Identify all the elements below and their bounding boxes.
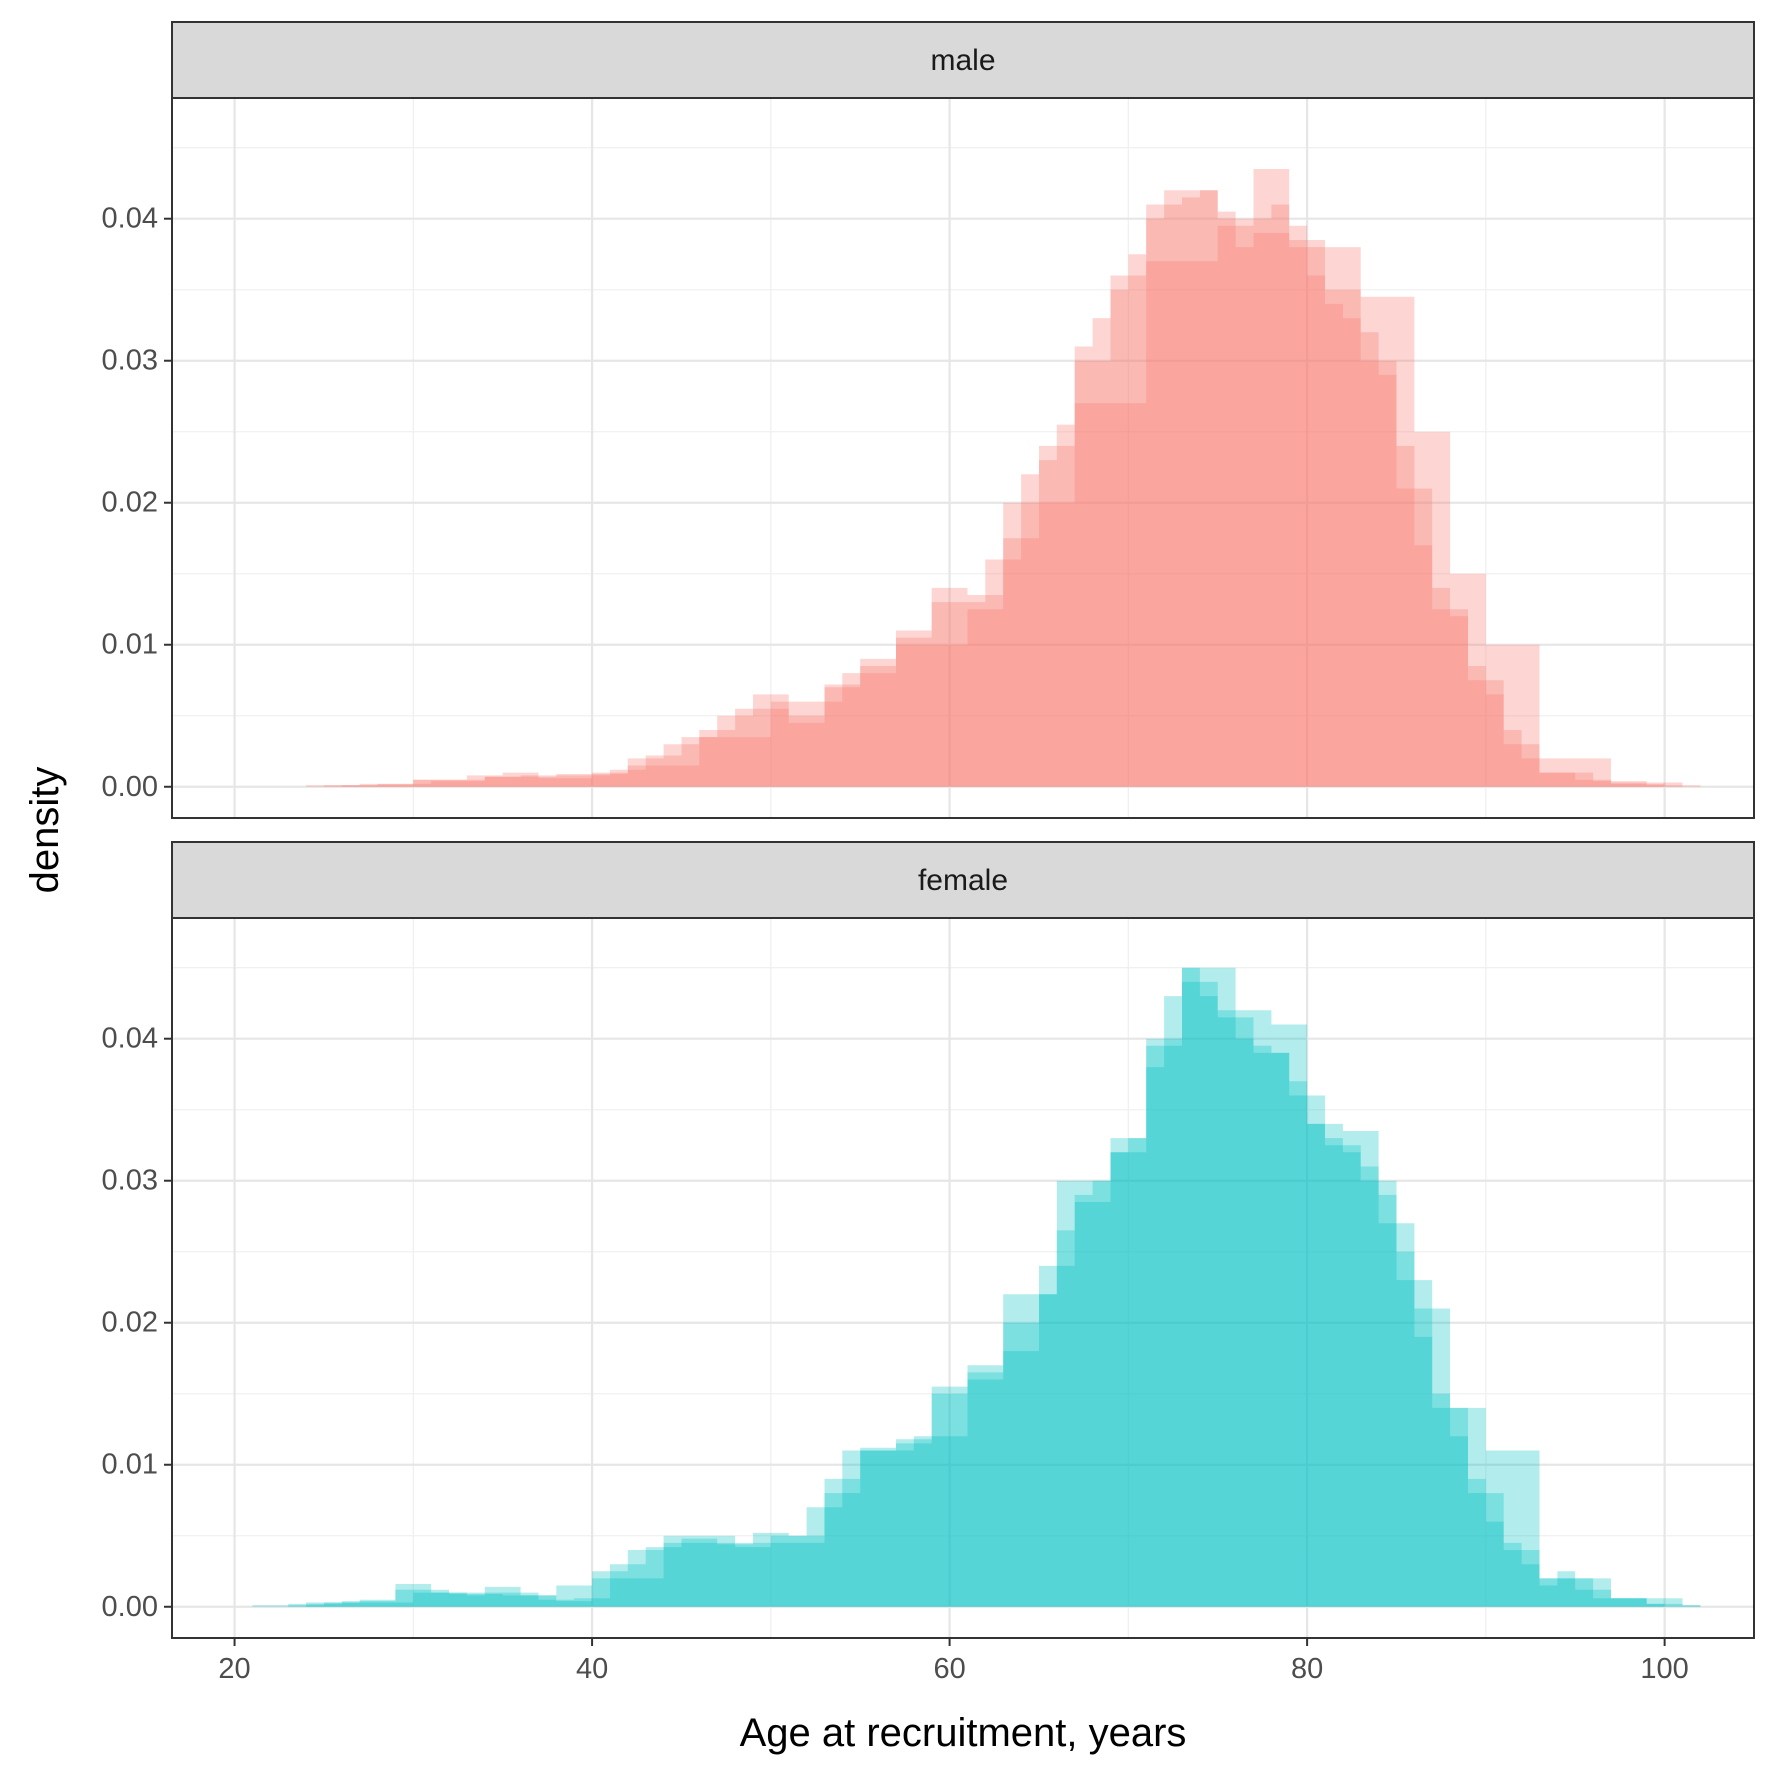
histogram-bars-female	[234, 967, 1701, 1607]
histogram-series-male-2	[323, 190, 1665, 787]
histogram-bars-male	[306, 169, 1701, 787]
panel-border-male	[171, 97, 1755, 819]
y-tick-label: 0.00	[102, 771, 158, 803]
histogram-series-female-2	[288, 981, 1665, 1607]
facet-male: male 0.00 0.01 0.02 0.03 0.04	[102, 21, 1755, 819]
x-tick-label: 60	[933, 1653, 965, 1685]
x-tick-label: 100	[1640, 1653, 1688, 1685]
histogram-series-female-1	[234, 967, 1701, 1607]
x-axis-title: Age at recruitment, years	[740, 1711, 1187, 1755]
x-axis: 20 40 60 80 100	[218, 1638, 1689, 1685]
facet-female: female 0.00 0.01 0.02 0.03 0.04	[102, 841, 1755, 1639]
y-axis-ticks-male: 0.00 0.01 0.02 0.03 0.04	[102, 203, 172, 803]
y-axis-title: density	[23, 767, 67, 894]
y-tick-label: 0.03	[102, 345, 158, 377]
gridlines-male	[172, 98, 1754, 818]
gridlines-female	[172, 918, 1754, 1638]
y-tick-label: 0.04	[102, 1023, 158, 1055]
x-tick-label: 20	[218, 1653, 250, 1685]
y-tick-label: 0.01	[102, 629, 158, 661]
histogram-series-female-3	[252, 967, 1701, 1607]
y-tick-label: 0.02	[102, 1307, 158, 1339]
facet-strip-label-male: male	[930, 44, 995, 77]
y-tick-label: 0.01	[102, 1449, 158, 1481]
facet-strip-label-female: female	[918, 864, 1008, 897]
panel-border-female	[171, 917, 1755, 1639]
x-tick-label: 40	[576, 1653, 608, 1685]
histogram-series-male-1	[306, 190, 1683, 787]
facet-strip-female	[171, 841, 1755, 919]
y-tick-label: 0.03	[102, 1165, 158, 1197]
y-tick-label: 0.00	[102, 1591, 158, 1623]
y-tick-label: 0.02	[102, 487, 158, 519]
y-tick-label: 0.04	[102, 203, 158, 235]
histogram-series-male-3	[341, 169, 1701, 787]
x-tick-label: 80	[1291, 1653, 1323, 1685]
y-axis-ticks-female: 0.00 0.01 0.02 0.03 0.04	[102, 1023, 172, 1623]
facet-strip-male	[171, 21, 1755, 99]
